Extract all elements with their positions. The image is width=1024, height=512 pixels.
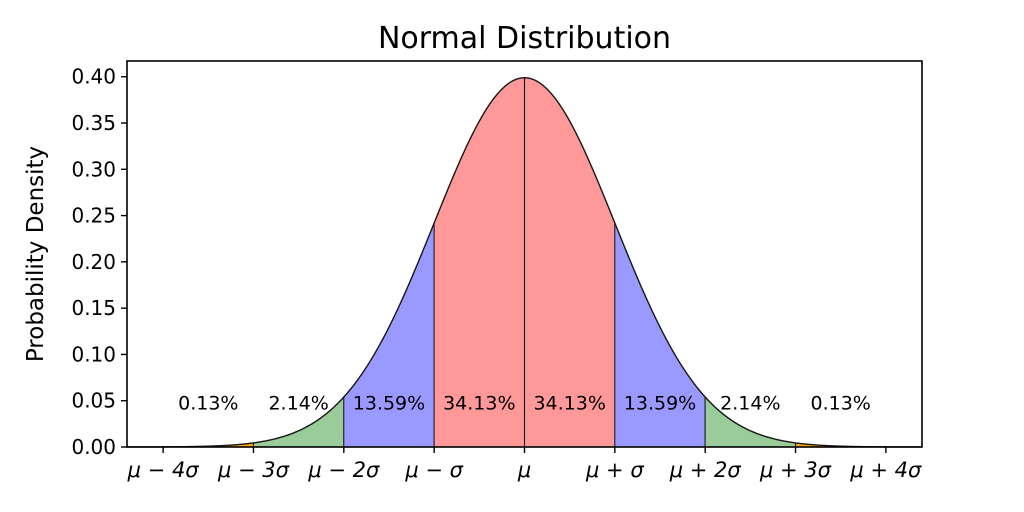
y-tick-label: 0.30: [71, 157, 116, 181]
percent-label: 34.13%: [533, 392, 605, 414]
percent-label: 2.14%: [268, 392, 328, 414]
percent-label: 34.13%: [443, 392, 515, 414]
x-tick-label: μ − 2σ: [307, 458, 380, 482]
percent-label: 2.14%: [720, 392, 780, 414]
y-tick-label: 0.40: [71, 65, 116, 89]
distribution-curve: [126, 77, 923, 448]
x-tick-label: μ − 4σ: [127, 458, 200, 482]
percent-label: 13.59%: [624, 392, 696, 414]
x-tick-label: μ + 3σ: [759, 458, 832, 482]
y-tick-label: 0.35: [71, 111, 116, 135]
percent-label: 0.13%: [811, 392, 871, 414]
percent-label: 13.59%: [353, 392, 425, 414]
x-tick-label: μ + 2σ: [669, 458, 742, 482]
y-tick-label: 0.20: [71, 250, 116, 274]
x-tick-label: μ + 4σ: [849, 458, 922, 482]
y-tick-label: 0.00: [71, 435, 116, 459]
y-tick-label: 0.10: [71, 342, 116, 366]
percent-label: 0.13%: [178, 392, 238, 414]
y-tick-label: 0.15: [71, 296, 116, 320]
y-tick-label: 0.25: [71, 204, 116, 228]
chart-title: Normal Distribution: [377, 21, 672, 56]
x-tick-label: μ − σ: [404, 458, 463, 482]
x-tick-label: μ: [517, 458, 531, 482]
y-tick-label: 0.05: [71, 389, 116, 413]
x-tick-label: μ + σ: [585, 458, 644, 482]
x-tick-label: μ − 3σ: [217, 458, 290, 482]
